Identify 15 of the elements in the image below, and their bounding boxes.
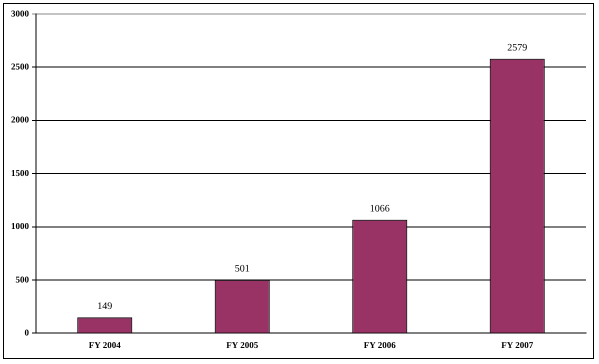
data-label: 501 [234, 264, 250, 275]
x-tick-label: FY 2006 [364, 340, 396, 350]
data-label: 149 [97, 300, 112, 312]
y-tick-label: 1000 [11, 221, 30, 232]
x-tick-label: FY 2005 [226, 340, 259, 350]
x-tick-label: FY 2004 [88, 340, 122, 350]
x-tick-label: FY 2007 [501, 340, 534, 350]
y-tick-label: 0 [24, 328, 30, 338]
data-label: 2579 [507, 42, 528, 54]
y-tick-label: 500 [16, 274, 30, 284]
y-tick-label: 2000 [11, 114, 30, 125]
y-tick-label: 2500 [11, 62, 30, 72]
data-label: 1066 [370, 203, 390, 214]
y-tick-label: 3000 [11, 8, 30, 18]
y-tick-label: 1500 [11, 168, 30, 178]
